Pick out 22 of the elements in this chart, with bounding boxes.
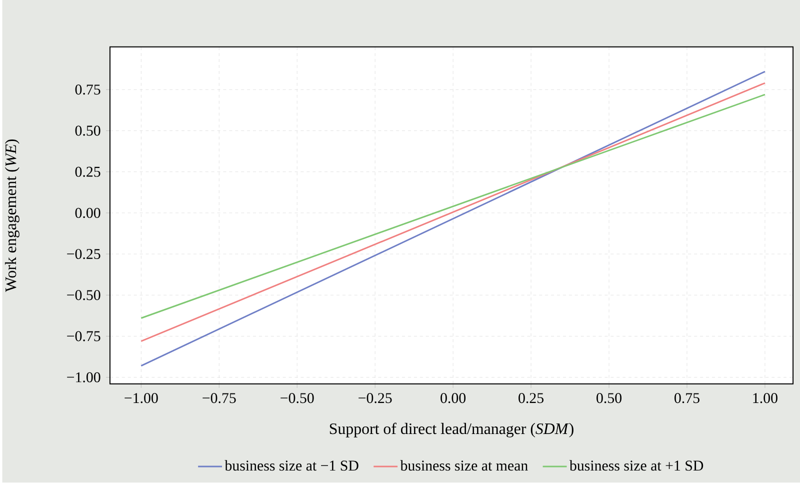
y-tick-label: 0.25 — [75, 166, 100, 178]
x-tick-label: −0.25 — [358, 393, 392, 404]
legend-label: business size at +1 SD — [569, 460, 704, 471]
legend-label: business size at mean — [400, 460, 528, 471]
legend-label: business size at −1 SD — [224, 460, 358, 471]
x-axis-title: Support of direct lead/manager (SDM) — [330, 422, 574, 438]
x-tick-label: −0.50 — [280, 393, 314, 404]
x-tick-label: 0.25 — [518, 393, 544, 404]
y-tick-label: −0.75 — [67, 331, 100, 342]
y-tick-label: 0.50 — [75, 126, 100, 136]
y-tick-label: −0.50 — [67, 290, 100, 300]
x-tick-label: −1.00 — [124, 393, 158, 404]
y-axis-title: Work engagement (WE) — [4, 140, 20, 292]
x-tick-label: −0.75 — [202, 393, 236, 404]
y-tick-label: 0.75 — [75, 84, 100, 95]
y-tick-label: −1.00 — [67, 372, 100, 383]
x-tick-label: 0.75 — [674, 393, 700, 404]
x-tick-label: 0.00 — [440, 393, 466, 404]
y-tick-label: 0.00 — [75, 208, 100, 218]
y-tick-label: −0.25 — [67, 249, 100, 260]
x-tick-label: 0.50 — [596, 393, 622, 404]
x-tick-label: 1.00 — [753, 393, 778, 404]
